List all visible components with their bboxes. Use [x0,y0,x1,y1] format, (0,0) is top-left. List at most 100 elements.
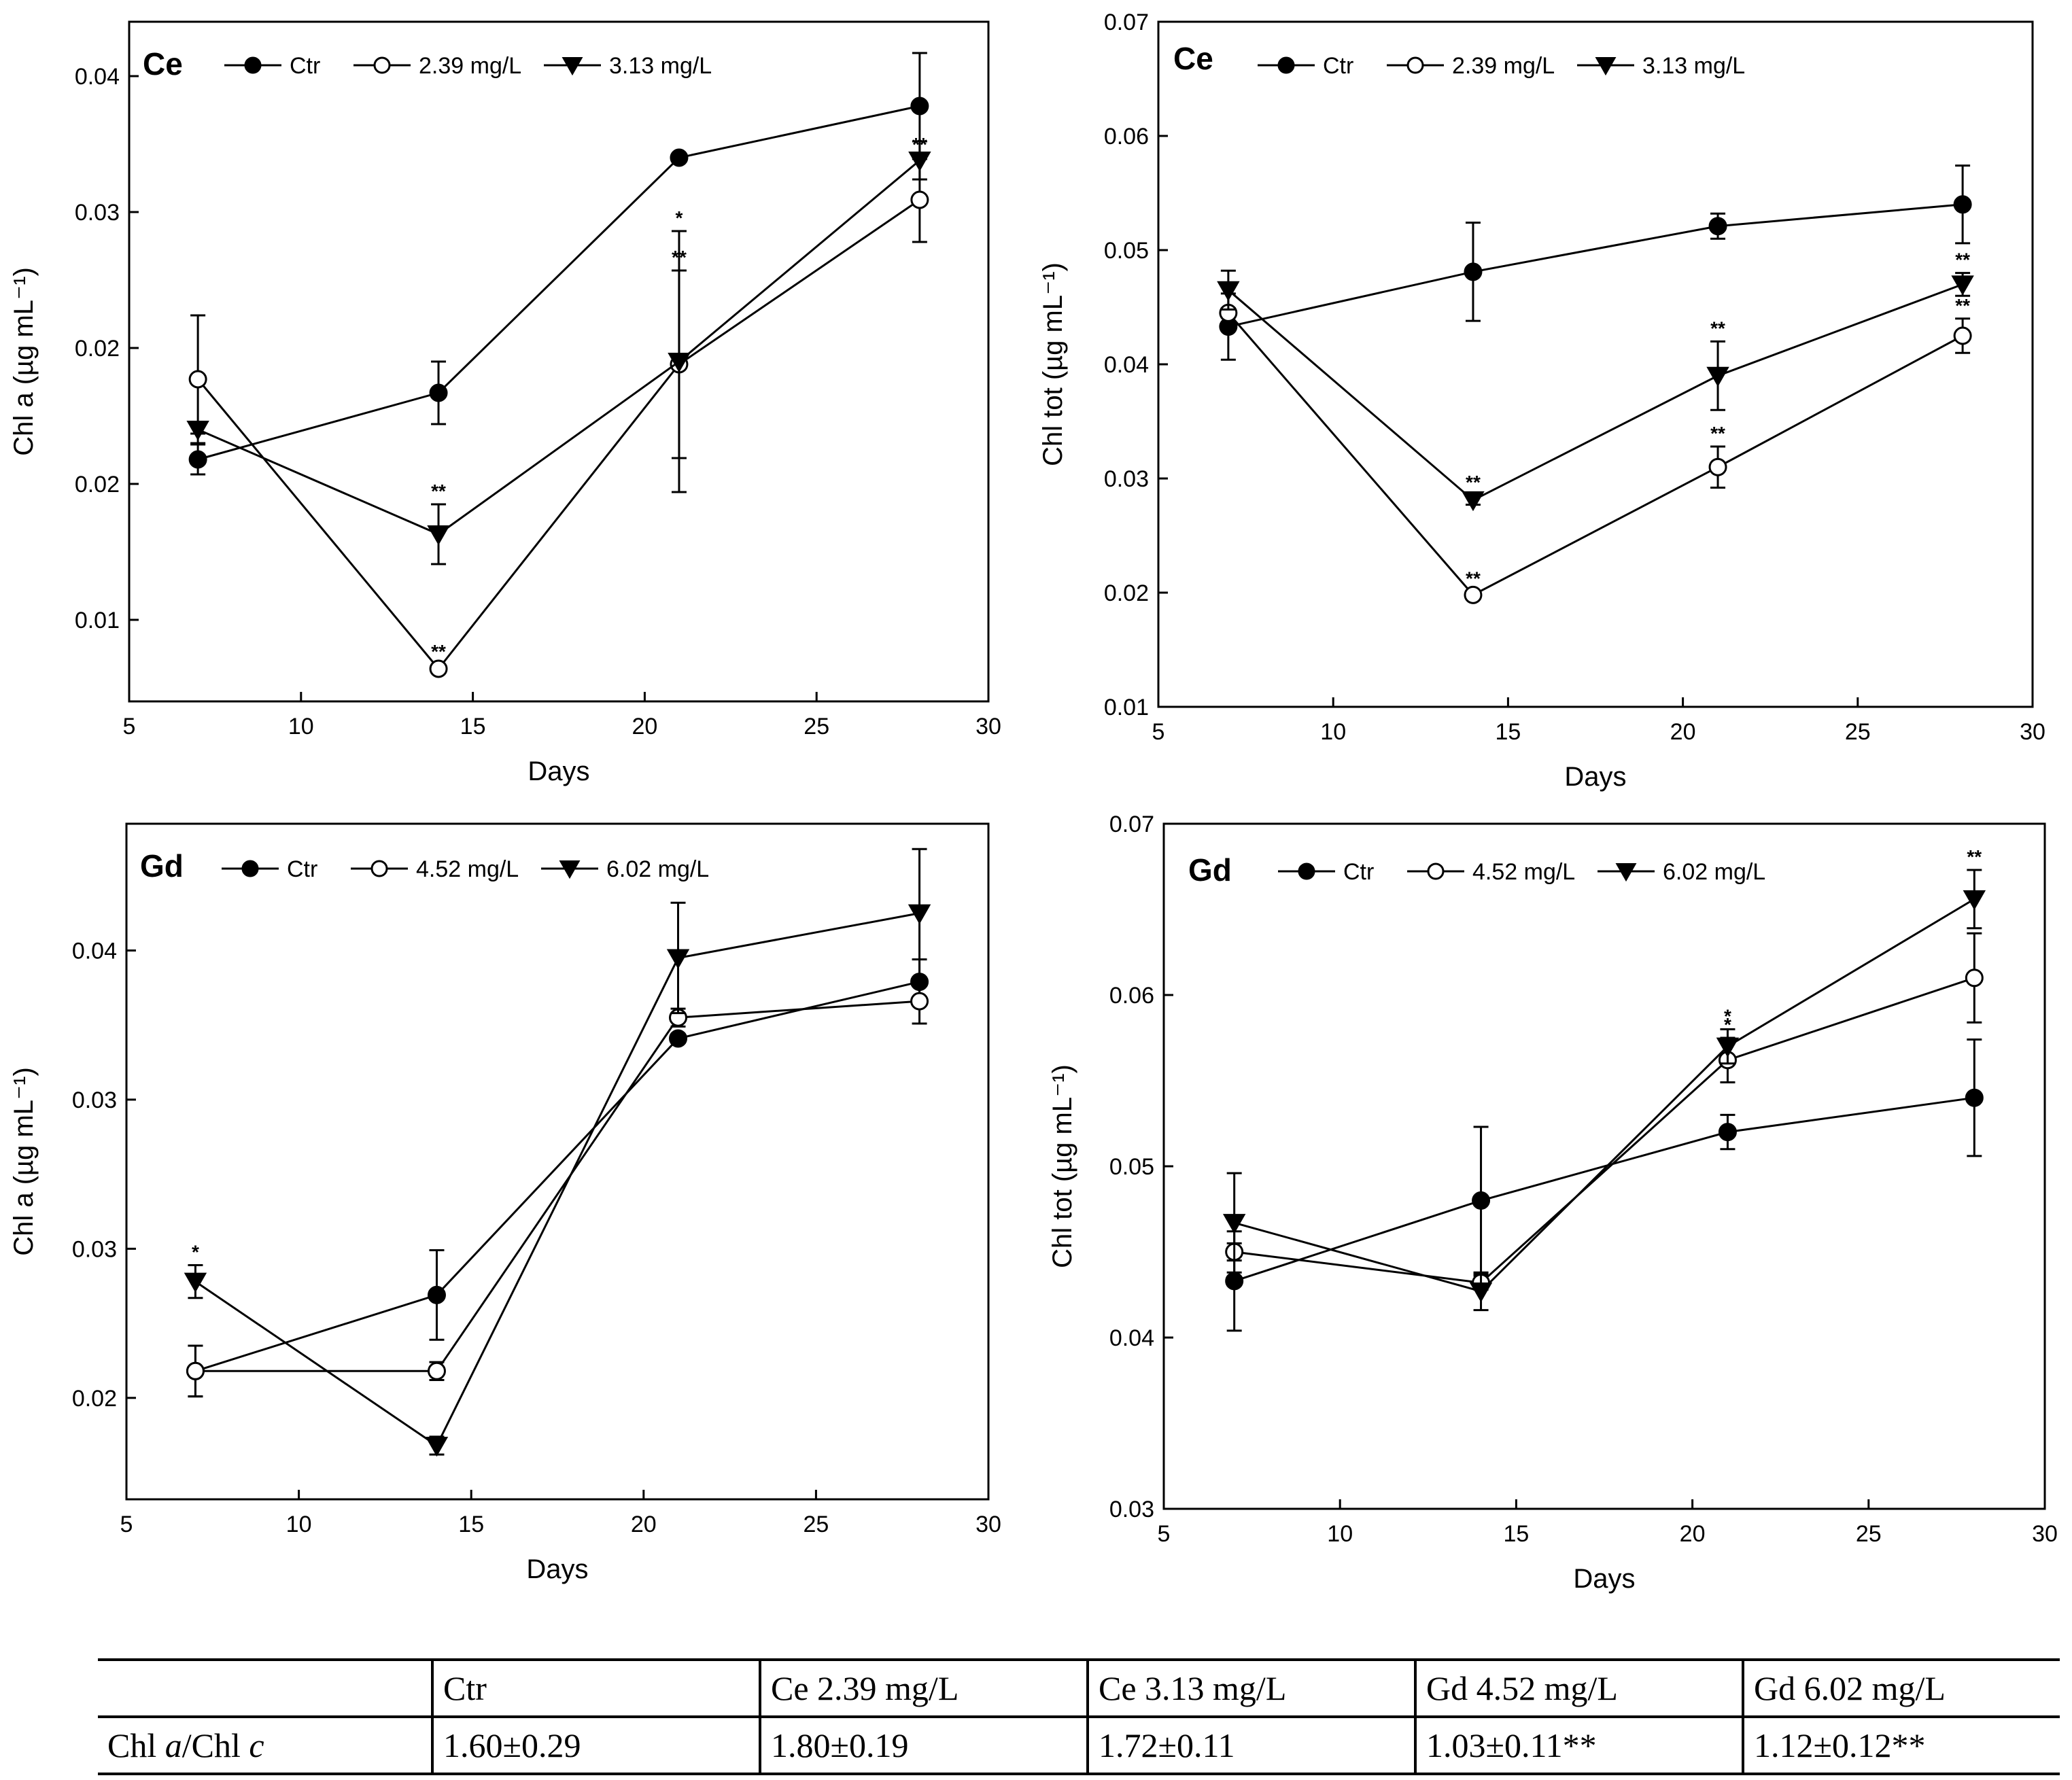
x-tick-label: 5 [123,714,136,739]
data-point [1462,491,1485,512]
data-point [1965,968,1984,988]
significance-label: ** [1710,317,1725,338]
legend-marker [1277,56,1295,74]
y-tick-label: 0.04 [1109,1325,1154,1351]
data-point [186,421,209,441]
panel-label: Gd [140,848,184,884]
y-tick-label: 0.06 [1109,983,1154,1009]
significance-label: ** [1710,423,1725,444]
plot-frame [128,20,990,703]
legend-label: 4.52 mg/L [1472,859,1575,885]
legend-marker [370,860,388,877]
x-tick-label: 30 [975,1512,1001,1537]
series-0 [1219,164,1972,361]
x-axis-label: Days [1564,762,1626,792]
data-point [1718,1123,1737,1142]
legend-label: 3.13 mg/L [609,53,712,79]
y-tick-label: 0.03 [1104,466,1149,492]
series-line [1234,977,1975,1284]
data-point [1469,1282,1493,1303]
y-tick-label: 0.02 [75,472,120,498]
legend-label: 4.52 mg/L [416,856,519,882]
data-point [1706,366,1729,387]
chart-panel-ce-chltot: 5 10 15 20 25 30 0.01 0.02 0.03 0.04 0.05 0.06 0.07 D… [1038,10,2045,792]
table-header-cell: Ctr [431,1658,761,1718]
panel-label: Gd [1188,852,1232,888]
x-tick-label: 15 [1503,1521,1529,1547]
legend-label: Ctr [287,856,317,882]
chart-panel-gd-chla: 5 10 15 20 25 30 0.02 0.03 0.03 0.04 Days Chl a (µg… [9,822,1001,1584]
series-line [197,159,920,536]
data-point [1464,585,1483,604]
data-point [1472,1191,1491,1210]
series-1: ** ** ** [1219,295,1972,604]
x-tick-label: 25 [804,714,829,739]
data-point [908,152,931,172]
data-point [1963,890,1986,911]
data-point [1951,275,1974,296]
legend-label: Ctr [290,53,320,79]
x-tick-label: 25 [1856,1521,1882,1547]
y-tick-label: 0.01 [75,608,120,633]
data-point [1965,1088,1984,1107]
series-1: ****** [188,134,929,678]
x-tick-label: 20 [1680,1521,1706,1547]
table-header-cell: Ce 2.39 mg/L [759,1658,1089,1718]
x-tick-label: 15 [1495,719,1521,745]
series-2: * [184,848,931,1457]
data-point [1708,457,1727,476]
table-header-cell: Gd 4.52 mg/L [1414,1658,1744,1718]
data-point [668,353,691,373]
data-point [427,1285,446,1304]
legend-marker [241,860,259,877]
data-point [1217,281,1240,302]
series-1 [186,977,929,1398]
series-line [1228,203,1963,328]
legend-marker [562,57,583,76]
x-tick-label: 20 [631,1512,657,1537]
x-tick-label: 5 [120,1512,133,1537]
legend-label: 2.39 mg/L [419,53,521,79]
significance-label: ** [1466,472,1481,493]
table-header-cell: Ce 3.13 mg/L [1086,1658,1417,1718]
data-point [1464,262,1483,281]
data-point [910,97,929,116]
x-tick-label: 30 [2032,1521,2058,1547]
data-point [666,949,690,969]
x-tick-label: 10 [1327,1521,1353,1547]
legend-label: Ctr [1323,53,1353,79]
data-point [1953,326,1972,345]
plot-frame [1157,20,2034,708]
data-point [669,1029,688,1048]
y-tick-label: 0.04 [1104,352,1149,378]
data-point [188,450,207,469]
y-tick-label: 0.04 [72,939,117,964]
legend-label: Ctr [1343,859,1374,885]
y-tick-label: 0.07 [1109,812,1154,837]
table-cell: 1.72±0.11 [1086,1715,1417,1775]
table-row: Chl a/Chl c 1.60±0.29 1.80±0.19 1.72±0.1… [98,1715,2060,1775]
chart-panel-ce-chla: 5 10 15 20 25 30 0.01 0.02 0.02 0.03 0.04 Days Chl a… [9,20,1001,786]
x-tick-label: 30 [2020,719,2045,745]
significance-label: ** [1466,568,1481,589]
x-tick-label: 5 [1158,1521,1171,1547]
y-tick-label: 0.05 [1109,1154,1154,1180]
table-cell: 1.80±0.19 [759,1715,1089,1775]
series-line [194,912,920,1448]
y-tick-label: 0.03 [72,1087,117,1113]
series-line [1234,898,1975,1293]
data-point [186,1361,205,1380]
significance-label: * [1724,1005,1731,1026]
x-tick-label: 15 [460,714,486,739]
x-tick-label: 20 [632,714,657,739]
y-tick-label: 0.04 [75,64,120,90]
series-2: ** ** ** [1217,249,1974,512]
y-tick-label: 0.02 [1104,580,1149,606]
series-2: *** [1222,846,1986,1312]
legend-marker [1406,56,1424,74]
series-line [1227,283,1963,502]
y-tick-label: 0.03 [72,1236,117,1262]
legend-marker [1298,862,1315,880]
table-header-row: Ctr Ce 2.39 mg/L Ce 3.13 mg/L Gd 4.52 mg… [98,1658,2060,1718]
y-tick-label: 0.02 [75,336,120,362]
